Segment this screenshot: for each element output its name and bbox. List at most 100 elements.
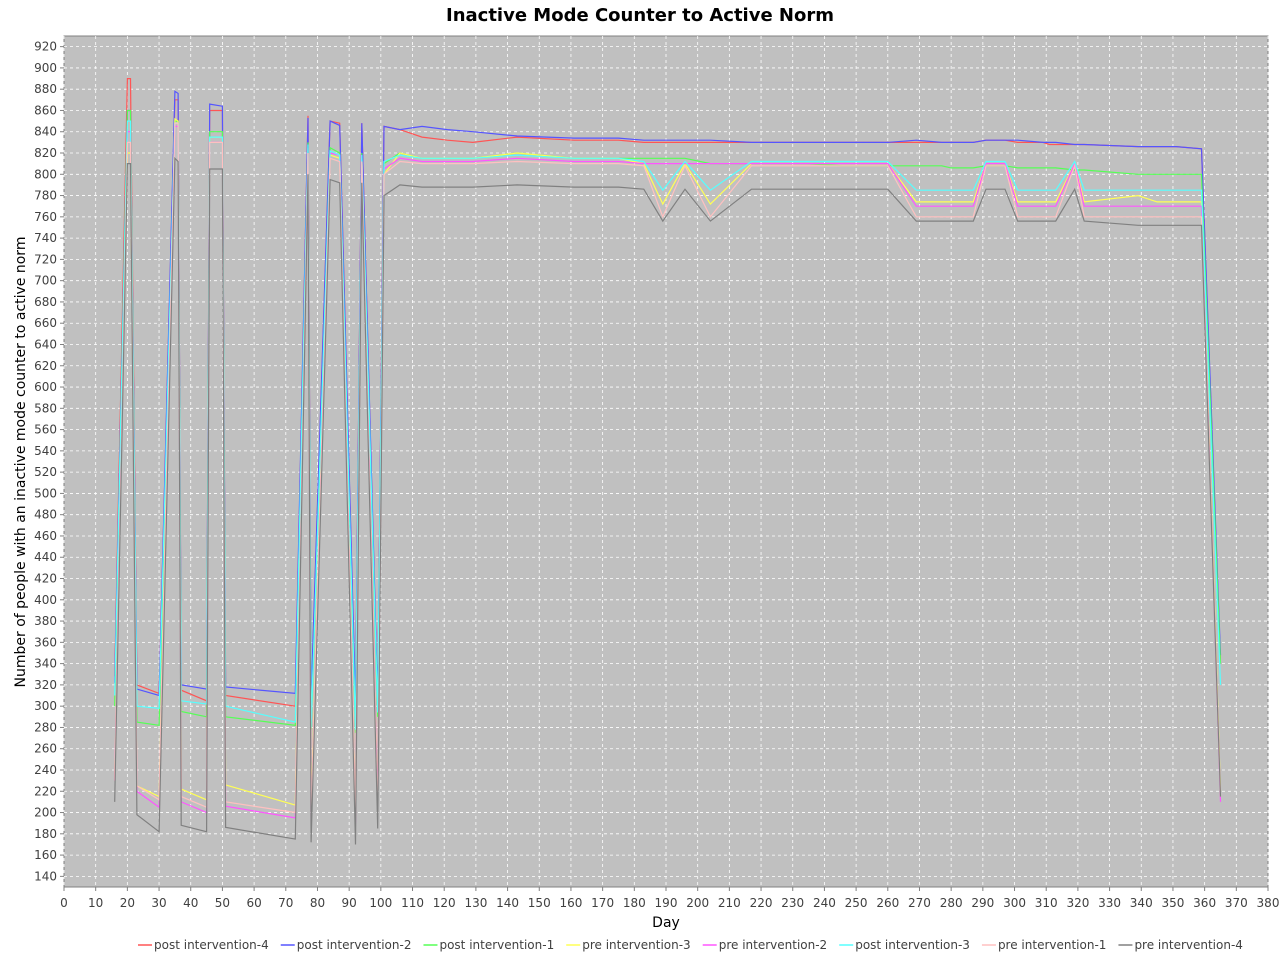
legend: post intervention-4 post intervention-2 po… bbox=[138, 938, 1243, 952]
x-tick-label: 140 bbox=[496, 896, 519, 910]
y-tick-label: 200 bbox=[34, 806, 57, 820]
y-tick-label: 520 bbox=[34, 465, 57, 479]
x-tick-label: 90 bbox=[342, 896, 357, 910]
y-axis-title: Number of people with an inactive mode c… bbox=[13, 237, 29, 688]
x-tick-label: 290 bbox=[971, 896, 994, 910]
legend-label-4: pre intervention-3 bbox=[582, 938, 691, 952]
x-axis-title: Day bbox=[652, 915, 680, 931]
x-tick-label: 150 bbox=[528, 896, 551, 910]
y-tick-label: 240 bbox=[34, 763, 57, 777]
x-tick-label: 190 bbox=[655, 896, 678, 910]
y-tick-label: 360 bbox=[34, 635, 57, 649]
x-tick-label: 20 bbox=[120, 896, 135, 910]
y-tick-label: 860 bbox=[34, 103, 57, 117]
x-tick-label: 70 bbox=[278, 896, 293, 910]
y-tick-label: 720 bbox=[34, 252, 57, 266]
x-tick-label: 220 bbox=[750, 896, 773, 910]
x-tick-label: 100 bbox=[369, 896, 392, 910]
y-tick-label: 440 bbox=[34, 550, 57, 564]
y-tick-label: 300 bbox=[34, 699, 57, 713]
x-tick-label: 10 bbox=[88, 896, 103, 910]
legend-label-5: pre intervention-2 bbox=[719, 938, 828, 952]
x-tick-label: 330 bbox=[1098, 896, 1121, 910]
x-tick-label: 40 bbox=[183, 896, 198, 910]
y-tick-label: 560 bbox=[34, 423, 57, 437]
x-tick-label: 210 bbox=[718, 896, 741, 910]
series-line-7 bbox=[114, 122, 1222, 818]
y-tick-label: 340 bbox=[34, 657, 57, 671]
series-line-1 bbox=[114, 77, 1222, 711]
x-tick-label: 240 bbox=[813, 896, 836, 910]
y-tick-label: 840 bbox=[34, 125, 57, 139]
x-tick-label: 230 bbox=[781, 896, 804, 910]
y-tick-label: 260 bbox=[34, 742, 57, 756]
y-tick-label: 420 bbox=[34, 572, 57, 586]
x-tick-label: 130 bbox=[464, 896, 487, 910]
chart-title: Inactive Mode Counter to Active Norm bbox=[446, 5, 834, 26]
legend-label-3: post intervention-1 bbox=[439, 938, 554, 952]
y-tick-label: 880 bbox=[34, 82, 57, 96]
y-tick-label: 740 bbox=[34, 231, 57, 245]
x-tick-label: 360 bbox=[1193, 896, 1216, 910]
y-tick-label: 480 bbox=[34, 508, 57, 522]
y-tick-label: 600 bbox=[34, 380, 57, 394]
x-tick-label: 280 bbox=[940, 896, 963, 910]
x-tick-label: 80 bbox=[310, 896, 325, 910]
x-tick-label: 120 bbox=[433, 896, 456, 910]
series-line-3 bbox=[114, 109, 1222, 733]
x-tick-label: 180 bbox=[623, 896, 646, 910]
x-tick-label: 250 bbox=[845, 896, 868, 910]
series-lines bbox=[114, 77, 1222, 845]
y-tick-label: 920 bbox=[34, 40, 57, 54]
y-tick-label: 780 bbox=[34, 189, 57, 203]
x-tick-label: 370 bbox=[1225, 896, 1248, 910]
y-tick-label: 160 bbox=[34, 848, 57, 862]
y-tick-label: 280 bbox=[34, 720, 57, 734]
y-tick-label: 540 bbox=[34, 444, 57, 458]
y-tick-label: 620 bbox=[34, 359, 57, 373]
x-tick-label: 310 bbox=[1035, 896, 1058, 910]
y-tick-label: 180 bbox=[34, 827, 57, 841]
legend-label-6: post intervention-3 bbox=[855, 938, 970, 952]
y-tick-label: 380 bbox=[34, 614, 57, 628]
x-tick-label: 270 bbox=[908, 896, 931, 910]
y-tick-label: 700 bbox=[34, 274, 57, 288]
y-tick-label: 760 bbox=[34, 210, 57, 224]
x-tick-label: 170 bbox=[591, 896, 614, 910]
x-tick-label: 320 bbox=[1066, 896, 1089, 910]
x-tick-label: 340 bbox=[1130, 896, 1153, 910]
x-tick-label: 110 bbox=[401, 896, 424, 910]
y-tick-label: 140 bbox=[34, 869, 57, 883]
series-line-8 bbox=[114, 156, 1222, 845]
y-tick-label: 820 bbox=[34, 146, 57, 160]
legend-label-7: pre intervention-1 bbox=[998, 938, 1107, 952]
y-tick-label: 500 bbox=[34, 486, 57, 500]
y-tick-label: 400 bbox=[34, 593, 57, 607]
y-tick-label: 680 bbox=[34, 295, 57, 309]
gridlines bbox=[63, 36, 1269, 887]
y-tick-label: 640 bbox=[34, 337, 57, 351]
y-tick-label: 460 bbox=[34, 529, 57, 543]
x-tick-label: 380 bbox=[1257, 896, 1280, 910]
y-tick-label: 320 bbox=[34, 678, 57, 692]
y-tick-label: 660 bbox=[34, 316, 57, 330]
y-tick-label: 800 bbox=[34, 167, 57, 181]
x-tick-label: 260 bbox=[876, 896, 899, 910]
legend-label-2: post intervention-2 bbox=[297, 938, 412, 952]
x-tick-label: 60 bbox=[246, 896, 261, 910]
x-tick-label: 50 bbox=[215, 896, 230, 910]
series-line-2 bbox=[114, 90, 1222, 702]
x-tick-label: 160 bbox=[559, 896, 582, 910]
legend-label-1: post intervention-4 bbox=[154, 938, 269, 952]
x-tick-label: 350 bbox=[1161, 896, 1184, 910]
series-line-6 bbox=[114, 120, 1222, 730]
y-tick-label: 580 bbox=[34, 401, 57, 415]
y-tick-label: 900 bbox=[34, 61, 57, 75]
axes: 0 10 20 30 40 50 60 70 80 90 100 110 120 130 140 150 160… bbox=[34, 40, 1279, 910]
y-tick-label: 220 bbox=[34, 784, 57, 798]
x-tick-label: 0 bbox=[60, 896, 68, 910]
legend-label-8: pre intervention-4 bbox=[1134, 938, 1243, 952]
x-tick-label: 200 bbox=[686, 896, 709, 910]
